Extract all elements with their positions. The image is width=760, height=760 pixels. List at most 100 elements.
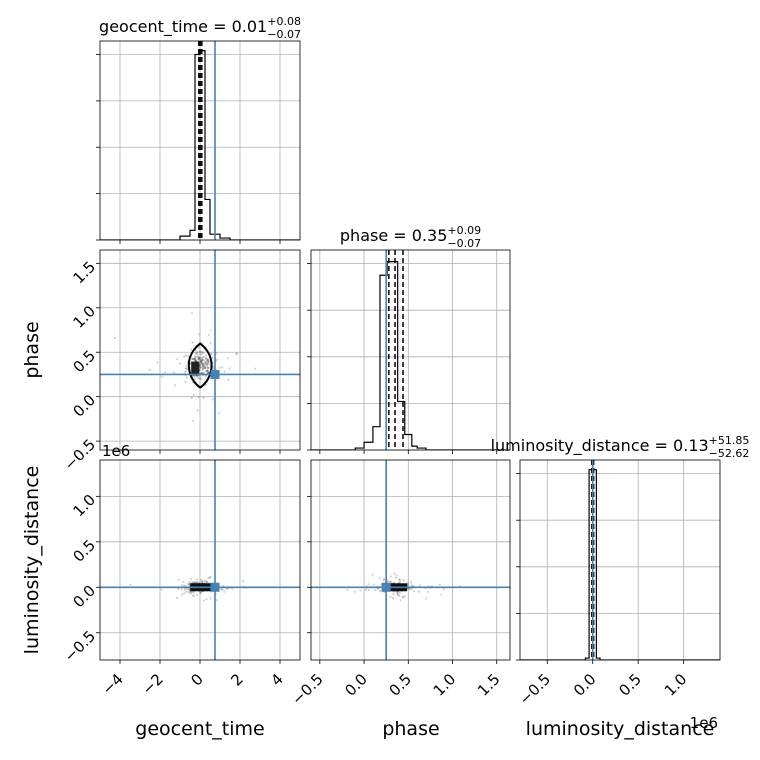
- sample-point: [202, 396, 205, 399]
- x-axis-label-geocent-time: geocent_time: [135, 718, 264, 740]
- sample-point: [199, 353, 202, 356]
- y-tick-label: −0.5: [61, 435, 99, 473]
- sample-point: [184, 380, 187, 383]
- panel-phase-phase: phase = 0.35+0.09−0.07: [307, 224, 511, 454]
- title-upper: +0.09: [447, 224, 481, 237]
- sample-point: [202, 366, 205, 369]
- sample-point: [201, 358, 204, 362]
- sample-point: [200, 357, 204, 360]
- sample-point: [200, 361, 203, 364]
- sample-point: [440, 593, 443, 596]
- sample-point: [419, 584, 422, 587]
- sample-point: [207, 371, 210, 374]
- sample-point: [196, 375, 199, 378]
- sample-point: [183, 592, 186, 595]
- sample-point: [178, 362, 182, 365]
- sample-point: [206, 358, 209, 361]
- grid-lines: [311, 250, 510, 451]
- title-value: 0.01: [232, 17, 268, 36]
- sample-point: [373, 583, 376, 586]
- samples: [100, 460, 300, 660]
- grid-lines: [100, 250, 300, 450]
- sample-point: [200, 359, 203, 362]
- y-tick-label: 0.5: [69, 536, 99, 566]
- title-lower: −0.07: [267, 28, 301, 41]
- sample-point: [204, 375, 207, 378]
- sample-point: [189, 577, 193, 581]
- sample-point: [353, 590, 356, 593]
- sample-point: [389, 575, 392, 578]
- sample-point: [412, 590, 416, 593]
- sample-point: [191, 581, 194, 584]
- sample-point: [203, 359, 206, 362]
- truth-marker: [210, 369, 220, 379]
- sample-point: [438, 583, 442, 586]
- sample-point: [200, 358, 204, 361]
- truth-marker: [210, 582, 220, 592]
- sample-point: [198, 357, 201, 360]
- x-tick-label: 0.5: [615, 670, 645, 700]
- sample-point: [204, 361, 207, 365]
- title-prefix: phase =: [340, 226, 412, 245]
- title-upper: +0.08: [267, 15, 301, 28]
- sample-point: [202, 599, 205, 602]
- sample-point: [193, 358, 196, 361]
- sample-point: [183, 584, 186, 587]
- sample-point: [185, 587, 189, 591]
- x-tick-label: 0: [187, 670, 206, 689]
- sample-point: [204, 357, 208, 360]
- sample-point: [194, 359, 197, 362]
- sample-point: [195, 593, 199, 596]
- sample-point: [189, 362, 192, 365]
- sample-point: [406, 581, 409, 585]
- panel-geocent_time-luminosity_distance: −4 −2 0 2 4 −0.5 0.0 0.5 1.0: [61, 459, 301, 698]
- sample-point: [199, 366, 203, 369]
- x-tick-label: 1.0: [430, 670, 460, 700]
- sample-point: [204, 360, 207, 363]
- sample-point: [198, 333, 201, 336]
- histogram-bar: [190, 230, 195, 240]
- sample-point: [226, 357, 229, 360]
- sample-point: [398, 578, 402, 581]
- offset-text-x: 1e6: [690, 714, 718, 732]
- sample-point: [210, 353, 213, 356]
- sample-point: [200, 359, 203, 363]
- sample-point: [205, 361, 208, 364]
- panel-frame: [310, 459, 511, 661]
- sample-point: [193, 581, 196, 584]
- sample-point: [410, 587, 414, 590]
- sample-point: [206, 361, 209, 364]
- sample-point: [194, 581, 197, 584]
- sample-point: [383, 577, 386, 581]
- histogram-bar: [373, 427, 380, 450]
- sample-point: [192, 393, 195, 397]
- sample-point: [199, 361, 202, 364]
- x-axis-label-luminosity-distance: luminosity_distance: [526, 718, 715, 740]
- sample-point: [202, 367, 205, 370]
- sample-point: [163, 371, 167, 374]
- sample-point: [398, 594, 401, 597]
- offset-text-y: 1e6: [102, 442, 130, 460]
- sample-point: [191, 358, 194, 361]
- x-tick-label: 2: [227, 670, 246, 689]
- sample-point: [205, 598, 208, 601]
- sample-point: [205, 370, 208, 373]
- sample-point: [374, 589, 377, 592]
- sample-point: [192, 357, 195, 361]
- sample-point: [204, 356, 207, 360]
- sample-point: [185, 365, 188, 368]
- sample-point: [396, 590, 399, 594]
- sample-point: [209, 575, 212, 579]
- sample-point: [396, 592, 399, 595]
- sample-point: [387, 580, 390, 583]
- sample-point: [196, 580, 199, 584]
- sample-point: [197, 346, 200, 349]
- sample-point: [186, 355, 189, 358]
- sample-point: [393, 572, 396, 575]
- sample-point: [201, 351, 205, 354]
- sample-point: [216, 358, 219, 361]
- panel-frame: [519, 459, 721, 661]
- sample-point: [442, 587, 445, 591]
- x-tick-label: −2: [138, 670, 166, 698]
- sample-point: [194, 359, 197, 362]
